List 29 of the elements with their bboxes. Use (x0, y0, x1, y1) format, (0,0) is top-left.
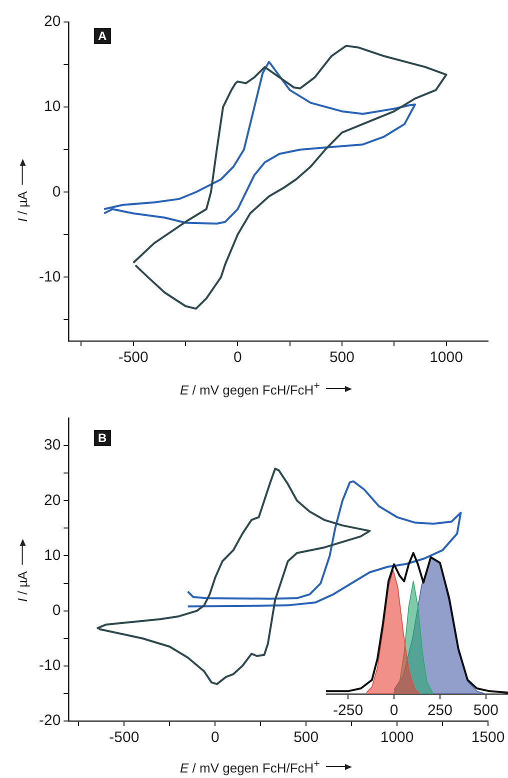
x-tick-label: 0 (233, 349, 242, 366)
x-tick-label: 1000 (380, 729, 414, 746)
y-tick-label: -10 (38, 657, 61, 674)
annotation: B (94, 430, 111, 446)
y-axis-title: I / µA (14, 190, 30, 222)
x-tick-label: 500 (294, 729, 319, 746)
y-tick-label: 10 (44, 98, 61, 116)
x-axis-title: E / mV gegen FcH/FcH$^{+}$ (180, 380, 320, 398)
y-tick-label: 0 (52, 183, 61, 200)
y-tick-label: 10 (44, 546, 61, 564)
x-axis-title: E / mV gegen FcH/FcH$^{+}$ (180, 758, 320, 776)
y-tick-label: -10 (38, 268, 61, 286)
y-tick-label: 20 (44, 492, 61, 509)
y-tick-label: 30 (44, 436, 61, 454)
x-tick-label: 0 (210, 729, 220, 746)
x-tick-label: -250 (333, 702, 364, 720)
x-tick-label: 500 (329, 349, 354, 366)
y-tick-label: -20 (38, 712, 61, 730)
x-tick-label: 1500 (471, 729, 505, 746)
y-tick-label: 20 (44, 13, 61, 30)
y-axis-title: I / µA (14, 570, 30, 602)
x-tick-label: -500 (109, 729, 140, 746)
y-tick-label: 0 (52, 602, 61, 619)
x-tick-label: 250 (427, 702, 452, 720)
annotation: A (94, 28, 111, 44)
x-tick-label: -500 (118, 349, 148, 366)
x-tick-label: 1000 (430, 349, 463, 366)
x-tick-label: 0 (390, 702, 398, 720)
x-tick-label: 500 (473, 702, 498, 720)
